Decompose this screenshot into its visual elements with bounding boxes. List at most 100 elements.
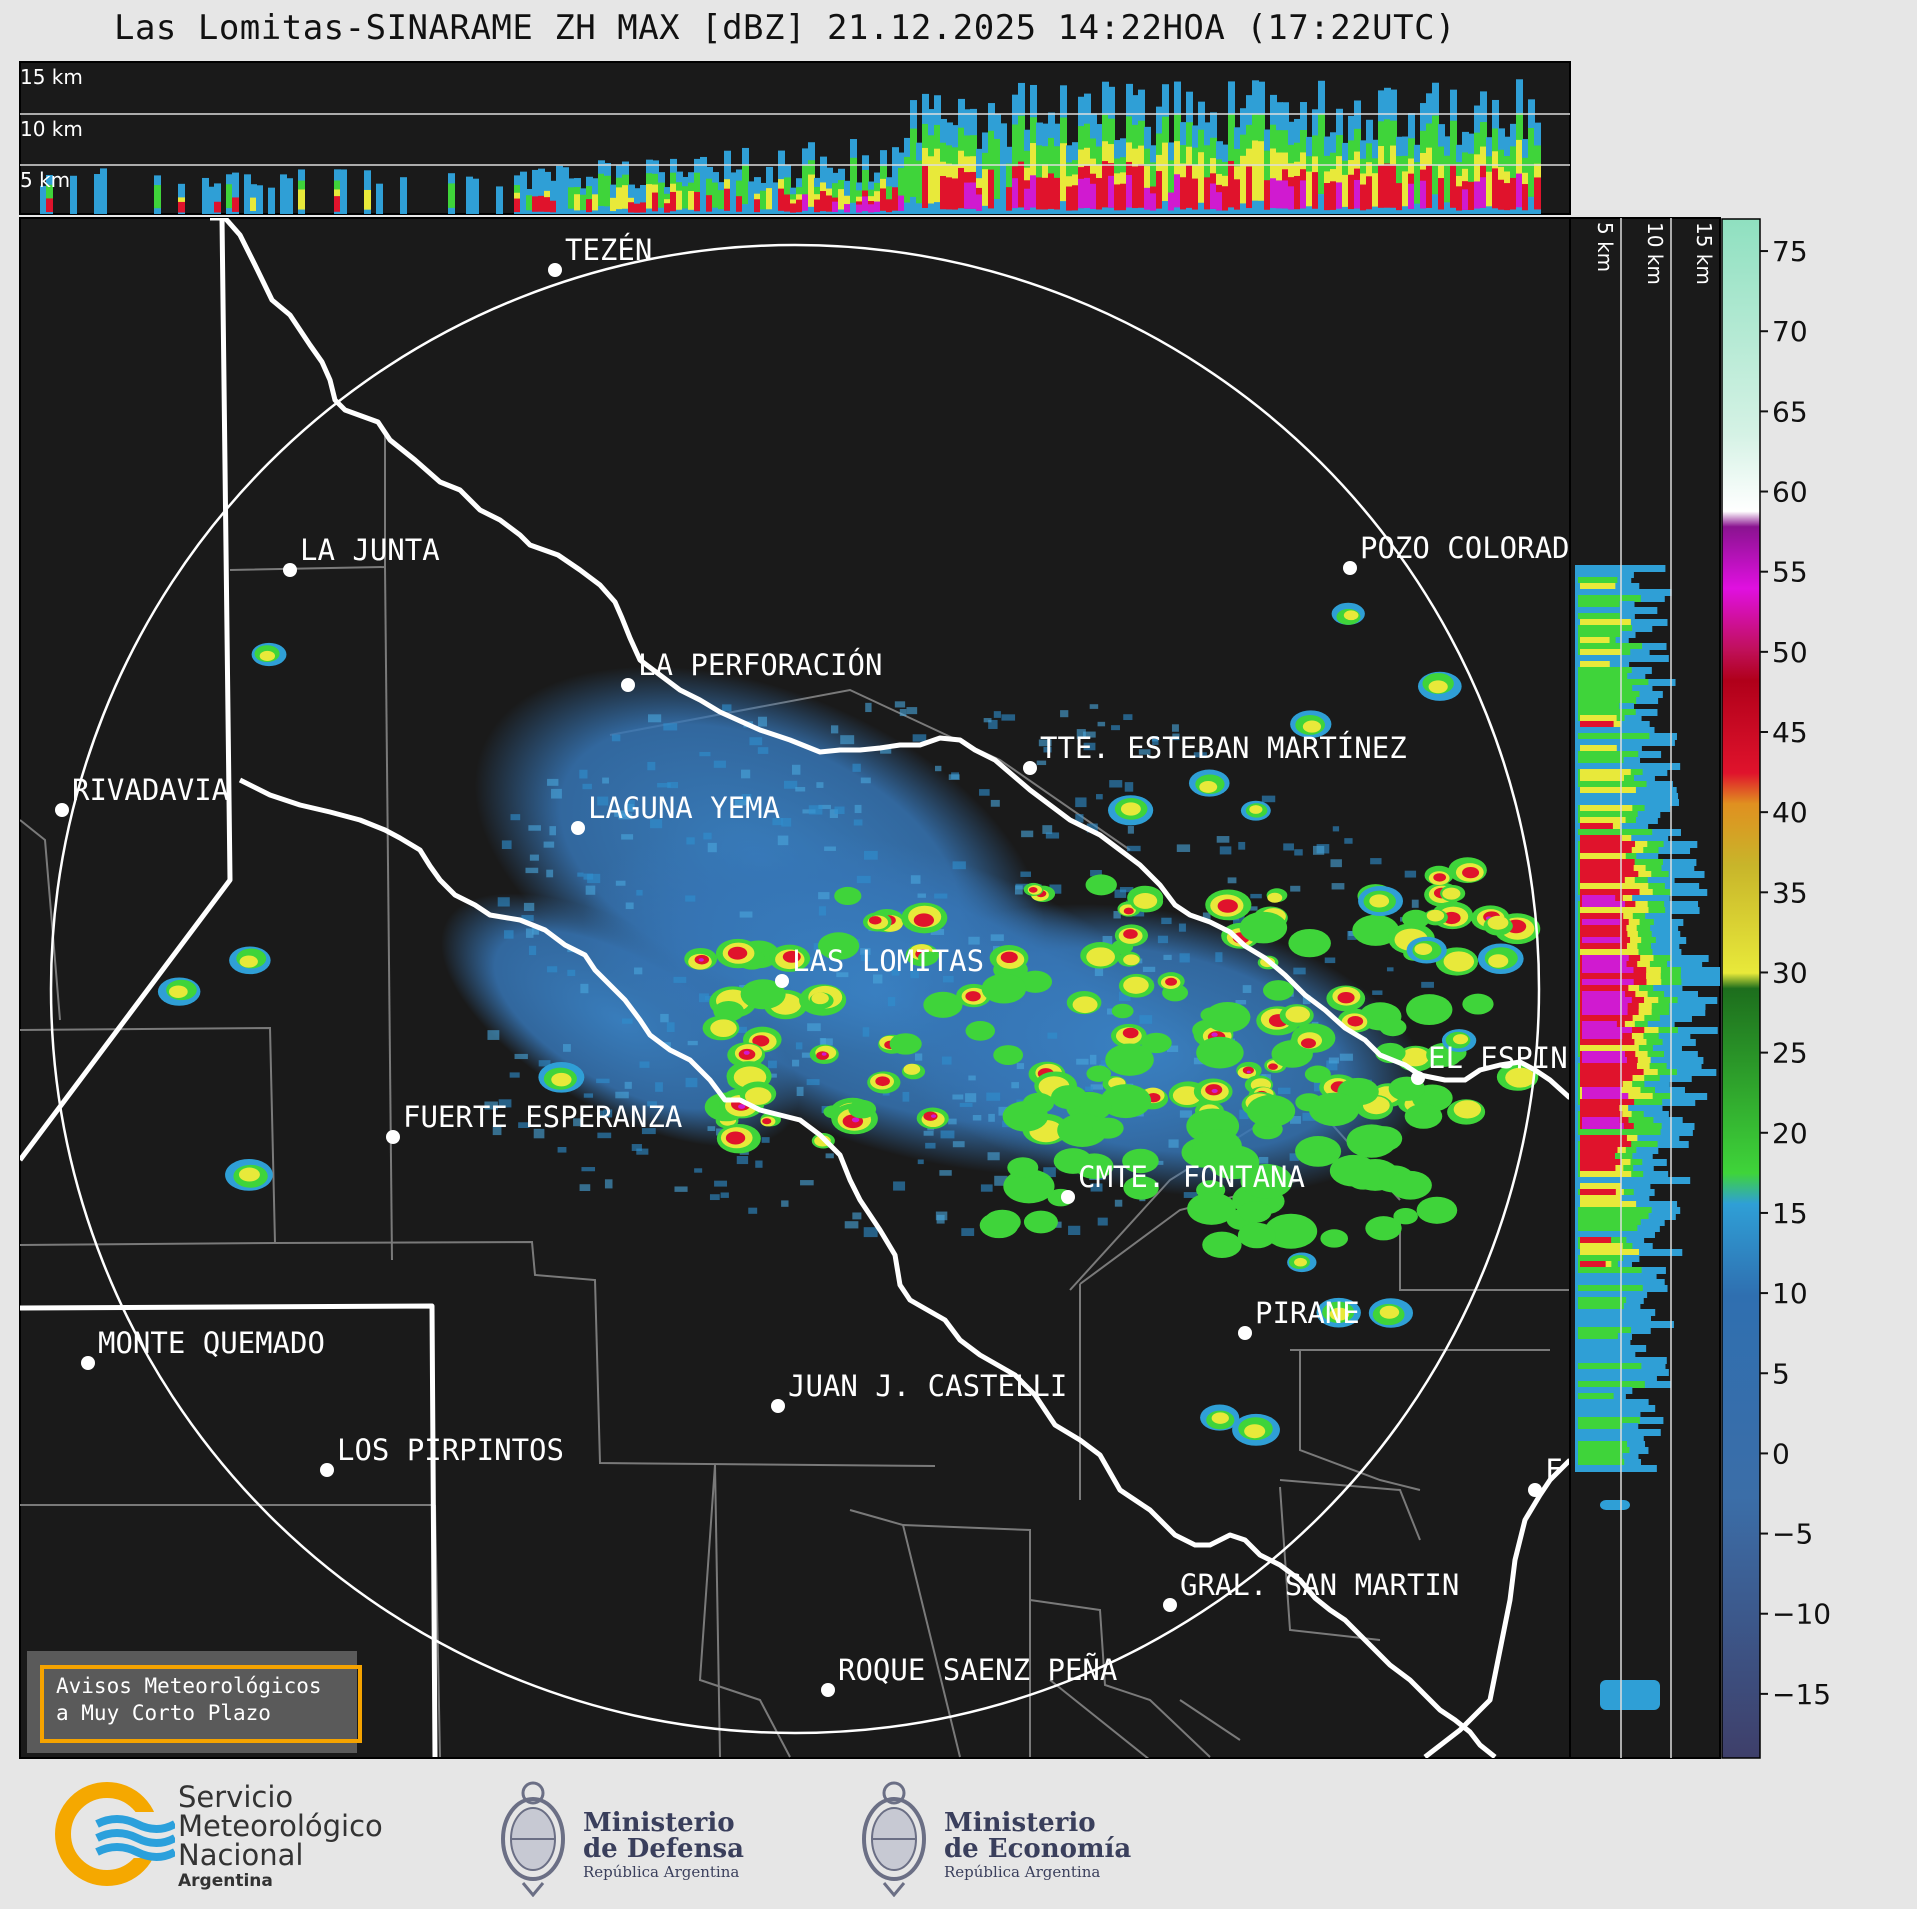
profile-row [1578, 1129, 1661, 1136]
profile-column [892, 187, 899, 211]
echo-speckle [863, 850, 878, 860]
profile-column [736, 196, 743, 212]
echo-speckle [567, 969, 576, 976]
echo-speckle [673, 976, 687, 983]
echo-speckle [781, 1200, 789, 1207]
echo-speckle [484, 1101, 498, 1110]
profile-column [1270, 148, 1277, 203]
echo-cell [1442, 887, 1461, 900]
echo-speckle [739, 911, 753, 918]
echo-speckle [1047, 1032, 1058, 1039]
profile-column [244, 174, 251, 214]
profile-column [1144, 166, 1151, 206]
echo-speckle [1151, 736, 1158, 742]
colorbar-tick-label: 45 [1772, 716, 1808, 749]
profile-row [1578, 1459, 1625, 1466]
echo-speckle [801, 1052, 813, 1058]
echo-speckle [579, 769, 588, 779]
profile-row [1575, 1177, 1691, 1184]
profile-column [988, 130, 995, 198]
profile-row [1580, 889, 1640, 896]
echo-speckle [685, 1077, 698, 1088]
echo-cell [1007, 1157, 1039, 1178]
echo-speckle [856, 875, 871, 884]
city-label: TEZÉN [565, 233, 652, 267]
echo-speckle [533, 1128, 545, 1139]
echo-speckle [852, 1212, 862, 1220]
echo-speckle [952, 1141, 965, 1148]
profile-column [856, 204, 863, 213]
profile-column [286, 178, 293, 214]
profile-column [892, 147, 899, 214]
echo-speckle [894, 701, 906, 708]
city-marker [1023, 761, 1037, 775]
profile-row [1582, 1057, 1627, 1064]
profile-row [1575, 799, 1679, 806]
profile-row [1580, 1189, 1616, 1196]
coat-of-arms-economia-icon [862, 1781, 926, 1897]
echo-cell [923, 991, 963, 1018]
echo-speckle [1113, 911, 1121, 919]
profile-row [1580, 973, 1647, 980]
warning-button[interactable]: Avisos Meteorológicos a Muy Corto Plazo [27, 1651, 362, 1753]
echo-cell [1123, 907, 1134, 915]
city-marker [621, 678, 635, 692]
profile-row [1580, 583, 1616, 590]
city-marker [548, 263, 562, 277]
echo-speckle [990, 934, 1004, 941]
profile-row [1580, 913, 1624, 920]
profile-column [766, 188, 773, 210]
profile-column [1276, 180, 1283, 209]
echo-speckle [639, 1061, 650, 1068]
echo-speckle [934, 893, 948, 899]
profile-column [1132, 166, 1139, 209]
echo-speckle [755, 1160, 763, 1168]
echo-speckle [1042, 825, 1053, 834]
profile-column [682, 186, 689, 209]
profile-row [1575, 1405, 1656, 1412]
profile-column [580, 194, 587, 211]
echo-speckle [1331, 883, 1345, 890]
profile-row [1580, 925, 1627, 932]
profile-column [958, 167, 965, 209]
city-marker [1343, 561, 1357, 575]
echo-speckle [741, 769, 751, 779]
profile-column [400, 177, 407, 214]
economia-logo-text: Ministerio de Economía República Argenti… [944, 1808, 1132, 1881]
echo-speckle [1053, 1221, 1062, 1228]
echo-cell [918, 951, 938, 965]
city-marker [1061, 1190, 1075, 1204]
echo-cell [1211, 1412, 1229, 1424]
city-label: LA PERFORACIÓN [638, 648, 882, 682]
echo-speckle [912, 734, 927, 742]
profile-column [1468, 181, 1475, 210]
echo-speckle [863, 1227, 878, 1238]
profile-column [982, 169, 989, 206]
echo-speckle [925, 1142, 936, 1149]
echo-cell [1022, 1092, 1054, 1114]
echo-speckle [948, 1118, 957, 1125]
profile-column [688, 191, 695, 210]
colorbar-tick-label: −5 [1772, 1518, 1813, 1551]
profile-column [1438, 178, 1445, 210]
profile-column [910, 128, 917, 197]
profile-row [1582, 1027, 1632, 1034]
echo-speckle [1372, 990, 1383, 995]
echo-speckle [948, 774, 960, 780]
echo-speckle [1289, 1153, 1299, 1161]
echo-cell [1242, 1066, 1254, 1075]
echo-speckle [1083, 731, 1096, 738]
echo-cell [1453, 1100, 1482, 1119]
profile-column [760, 190, 767, 210]
echo-cell [965, 991, 981, 1002]
profile-column [748, 181, 755, 214]
profile-row [1578, 1207, 1652, 1214]
echo-cell [1329, 1307, 1350, 1321]
profile-column [658, 182, 665, 208]
echo-speckle [887, 997, 896, 1007]
profile-row [1575, 1273, 1657, 1280]
profile-column [796, 199, 803, 213]
profile-row [1575, 565, 1666, 572]
profile-column [472, 178, 479, 214]
echo-speckle [581, 1167, 596, 1172]
